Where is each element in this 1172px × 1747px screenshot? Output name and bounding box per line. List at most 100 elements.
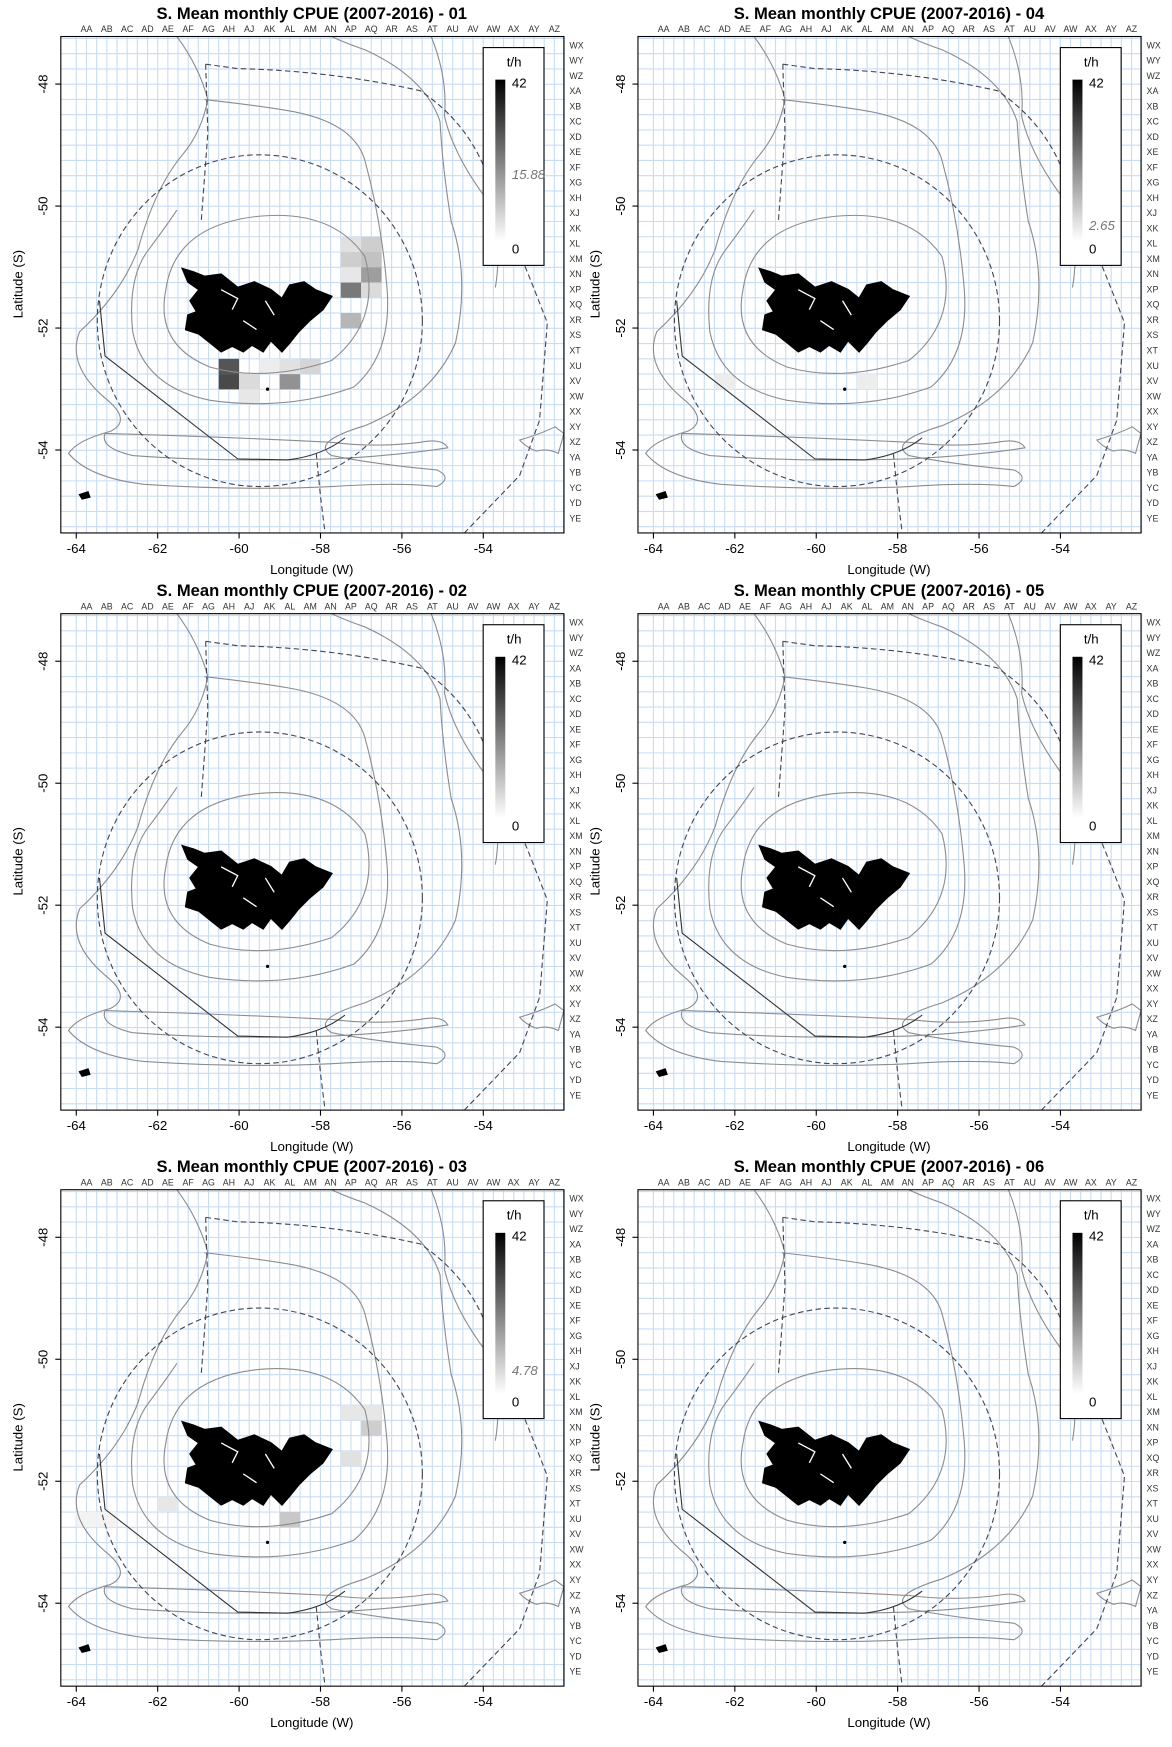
x-tick-label: -56 (392, 1694, 411, 1709)
grid-row-label: XL (1147, 239, 1158, 249)
x-tick-label: -62 (148, 541, 167, 556)
y-tick-label: -48 (36, 652, 51, 671)
grid-column-label: AD (141, 601, 153, 611)
grid-column-label: AV (1045, 601, 1056, 611)
grid-column-label: AA (81, 1177, 93, 1187)
grid-column-label: AY (1106, 24, 1117, 34)
cpue-cell (340, 267, 362, 283)
legend: t/h 42 0 (482, 624, 545, 844)
map-panel: -64 -62 -60 -58 -56 -54 -48 -50 -52 -54 AA AB AC AD AE… (587, 4, 1161, 577)
grid-row-label: XV (1147, 1529, 1159, 1539)
grid-row-label: XD (1147, 132, 1159, 142)
grid-row-label: XN (569, 1422, 581, 1432)
grid-row-label: XB (569, 101, 581, 111)
x-tick-label: -56 (969, 1694, 988, 1709)
grid-column-label: AC (698, 1177, 711, 1187)
y-axis-label: Latitude (S) (10, 250, 25, 318)
cpue-cell (340, 282, 362, 298)
grid-column-label: AV (467, 24, 478, 34)
grid-column-label: AY (1106, 1177, 1117, 1187)
y-axis-label: Latitude (S) (587, 1403, 602, 1471)
grid-column-label: AC (121, 601, 134, 611)
x-tick-label: -54 (474, 541, 493, 556)
grid-row-label: XL (569, 816, 580, 826)
grid-column-label: AZ (1126, 1177, 1138, 1187)
grid-column-label: AT (1004, 1177, 1015, 1187)
grid-column-label: AS (406, 1177, 418, 1187)
legend-min-label: 0 (512, 819, 519, 834)
chart-title: S. Mean monthly CPUE (2007-2016) - 04 (734, 4, 1045, 23)
grid-column-label: AJ (821, 24, 831, 34)
cpue-cell (340, 252, 362, 268)
grid-column-label: AA (658, 1177, 670, 1187)
grid-row-label: XA (569, 86, 581, 96)
grid-column-label: AJ (821, 601, 831, 611)
grid-row-label: XB (569, 1255, 581, 1265)
grid-row-label: XA (1147, 1239, 1159, 1249)
grid-row-label: XQ (569, 1453, 582, 1463)
grid-column-label: AR (385, 1177, 397, 1187)
cpue-cell (218, 374, 240, 390)
cpue-cell (361, 282, 382, 298)
x-axis-label: Longitude (W) (270, 1139, 353, 1154)
grid-column-label: AL (862, 24, 873, 34)
grid-column-label: AW (1064, 1177, 1079, 1187)
grid-row-label: XT (1147, 923, 1159, 933)
x-tick-label: -60 (230, 541, 249, 556)
grid-row-label: XR (569, 1468, 581, 1478)
grid-column-label: AV (467, 1177, 478, 1187)
grid-column-label: AA (81, 24, 93, 34)
grid-row-label: XN (1147, 1422, 1159, 1432)
chart-title: S. Mean monthly CPUE (2007-2016) - 03 (157, 1157, 467, 1176)
grid-row-label: WX (1147, 1194, 1161, 1204)
grid-column-label: AM (881, 24, 894, 34)
plot-frame (60, 35, 565, 534)
grid-row-label: XD (1147, 709, 1159, 719)
grid-row-label: YE (569, 1091, 581, 1101)
chart-title: S. Mean monthly CPUE (2007-2016) - 05 (734, 581, 1044, 600)
cpue-cell (279, 374, 301, 390)
y-axis-label: Latitude (S) (587, 250, 602, 318)
grid-row-label: XT (1147, 346, 1159, 356)
grid-row-label: XW (569, 391, 584, 401)
x-tick-label: -54 (474, 1118, 493, 1133)
cpue-cell (340, 1405, 362, 1421)
grid-row-label: XM (1147, 831, 1160, 841)
x-tick-label: -56 (969, 541, 988, 556)
y-tick-label: -50 (613, 196, 628, 215)
grid-column-label: AP (922, 1177, 934, 1187)
grid-column-label: AG (779, 601, 792, 611)
grid-column-label: AN (902, 1177, 914, 1187)
grid-row-label: YC (1147, 1636, 1160, 1646)
grid-column-label: AJ (244, 601, 254, 611)
cpue-cell (239, 374, 260, 390)
grid-row-label: XS (1147, 907, 1159, 917)
grid-column-label: AH (800, 24, 812, 34)
legend-mean-label: 2.65 (1088, 218, 1115, 233)
grid-row-label: XJ (569, 208, 579, 218)
grid-column-label: AD (719, 601, 731, 611)
plot-frame (60, 613, 565, 1111)
x-tick-label: -62 (725, 1694, 744, 1709)
grid-row-label: XS (569, 330, 581, 340)
grid-column-label: AK (841, 1177, 853, 1187)
grid-row-label: XJ (1147, 1361, 1157, 1371)
grid-row-label: XD (569, 709, 581, 719)
grid-column-label: AP (922, 601, 934, 611)
legend-ramp (1072, 79, 1083, 242)
grid-row-label: WZ (1147, 1224, 1161, 1234)
grid-row-label: YB (569, 1045, 581, 1055)
grid-column-label: AU (447, 601, 459, 611)
grid-column-label: AA (658, 601, 670, 611)
grid-row-label: XY (1147, 422, 1159, 432)
grid-row-label: XC (1147, 1270, 1160, 1280)
grid-column-label: AF (760, 1177, 772, 1187)
x-axis-label: Longitude (W) (847, 562, 930, 577)
x-tick-label: -58 (888, 541, 907, 556)
grid-row-label: XE (1147, 724, 1159, 734)
cpue-cell (259, 358, 280, 375)
grid-column-label: AF (183, 24, 195, 34)
grid-column-label: AS (406, 24, 418, 34)
grid-row-label: XP (569, 862, 581, 872)
grid-row-label: XJ (1147, 785, 1157, 795)
